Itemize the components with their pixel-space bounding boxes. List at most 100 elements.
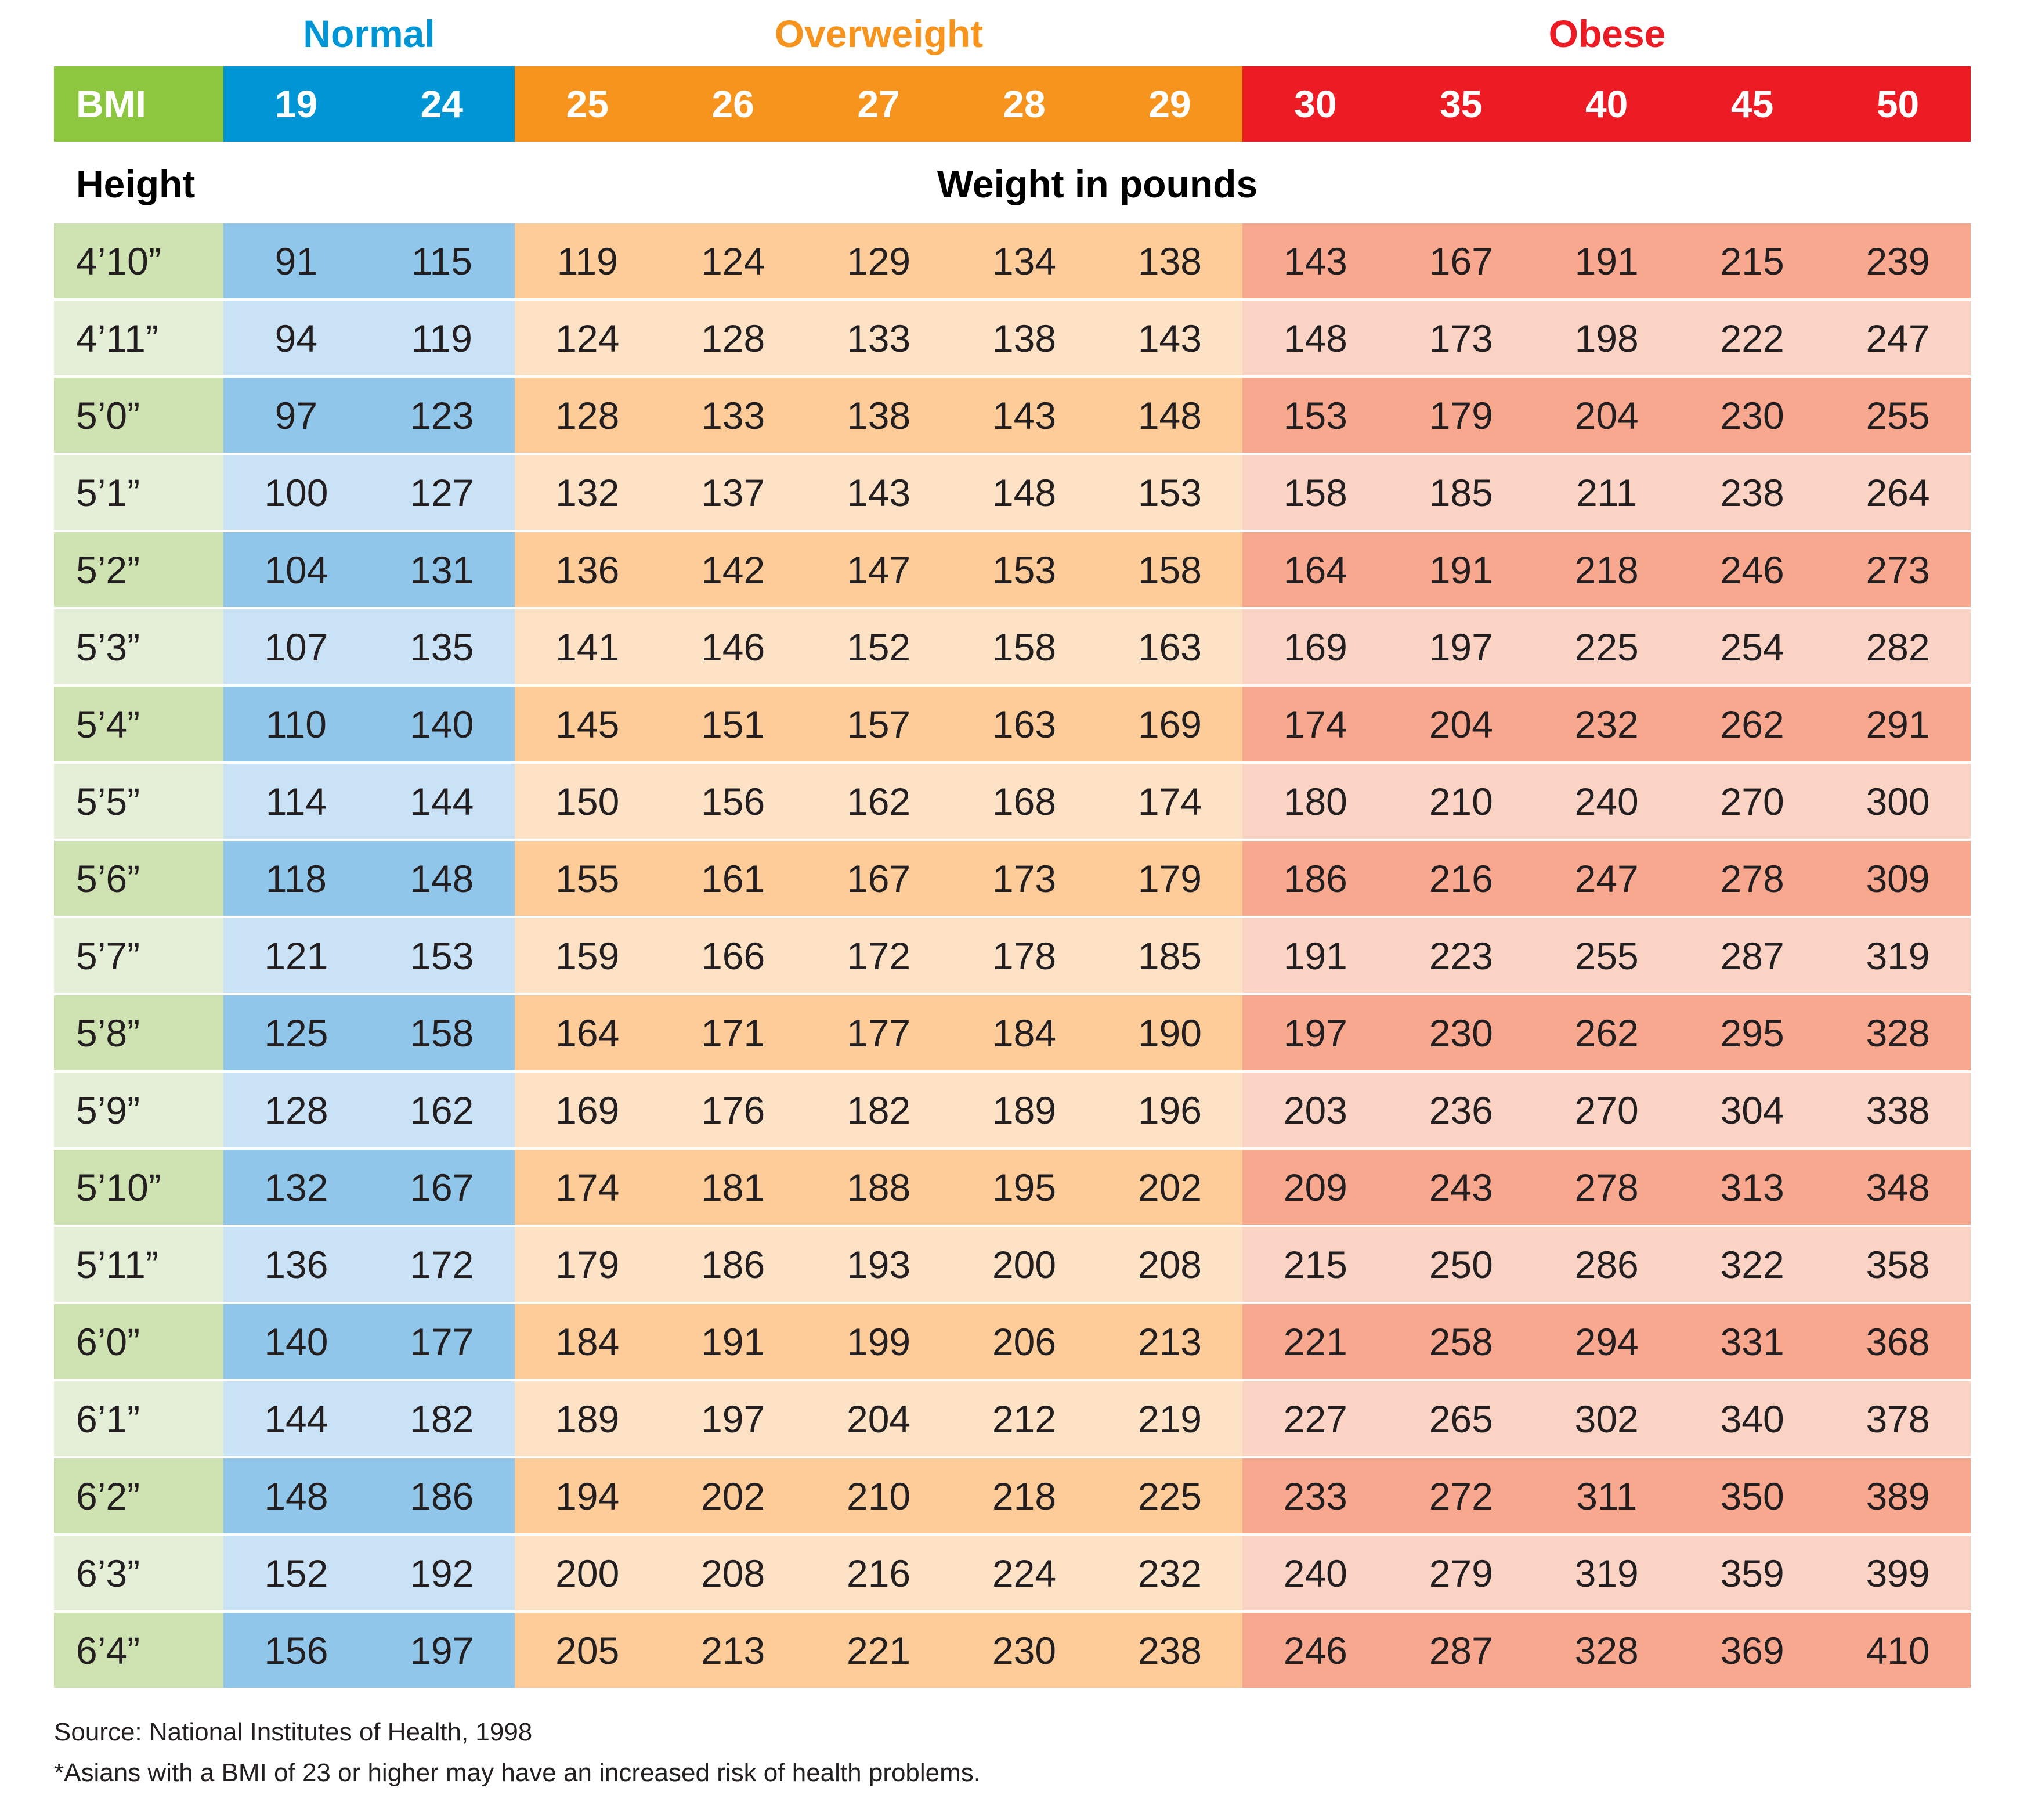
weight-cell: 131: [368, 532, 515, 607]
weight-cell: 132: [514, 455, 660, 530]
weight-cell: 255: [1825, 378, 1971, 453]
weight-cell: 215: [1679, 223, 1826, 298]
weight-cell: 110: [223, 687, 369, 761]
weight-cell: 197: [660, 1381, 806, 1456]
category-label-normal: Normal: [303, 12, 435, 55]
weight-cell: 137: [660, 455, 806, 530]
weight-cell: 264: [1825, 455, 1971, 530]
table-row: 5’6” 118 148 155 161 167 173 179 186 216 247 278 309: [54, 841, 1971, 916]
weight-cell: 132: [223, 1150, 369, 1225]
weight-cell: 204: [805, 1381, 952, 1456]
weight-cell: 319: [1534, 1536, 1680, 1610]
weight-cell: 238: [1679, 455, 1826, 530]
weight-cell: 118: [223, 841, 369, 916]
weight-cell: 319: [1825, 918, 1971, 993]
weight-cell: 138: [1097, 223, 1243, 298]
weight-cell: 287: [1679, 918, 1826, 993]
weight-cell: 129: [805, 223, 952, 298]
weight-cell: 141: [514, 609, 660, 684]
table-row: 5’4” 110 140 145 151 157 163 169 174 204 232 262 291: [54, 687, 1971, 761]
bmi-value-header: 29: [1097, 66, 1243, 142]
weight-cell: 368: [1825, 1304, 1971, 1379]
category-label-overweight: Overweight: [774, 12, 984, 55]
weight-cell: 198: [1534, 301, 1680, 375]
weight-cell: 156: [660, 764, 806, 839]
height-label: Height: [76, 162, 196, 205]
weight-cell: 153: [1097, 455, 1243, 530]
height-cell: 5’6”: [54, 841, 223, 916]
weight-cell: 246: [1242, 1613, 1389, 1688]
weight-cell: 152: [223, 1536, 369, 1610]
weight-cell: 250: [1388, 1227, 1534, 1302]
weight-cell: 164: [514, 995, 660, 1070]
height-cell: 5’0”: [54, 378, 223, 453]
weight-cell: 169: [1242, 609, 1389, 684]
weight-cell: 144: [368, 764, 515, 839]
weight-cell: 148: [223, 1458, 369, 1533]
bmi-value-header: 40: [1534, 66, 1680, 142]
weight-cell: 273: [1825, 532, 1971, 607]
weight-cell: 270: [1679, 764, 1826, 839]
height-cell: 6’2”: [54, 1458, 223, 1533]
weight-cell: 359: [1679, 1536, 1826, 1610]
weight-cell: 140: [368, 687, 515, 761]
weight-cell: 180: [1242, 764, 1389, 839]
weight-cell: 189: [951, 1072, 1097, 1147]
weight-cell: 197: [1388, 609, 1534, 684]
weight-cell: 221: [1242, 1304, 1389, 1379]
weight-cell: 100: [223, 455, 369, 530]
weight-cell: 265: [1388, 1381, 1534, 1456]
weight-cell: 133: [805, 301, 952, 375]
weight-cell: 213: [660, 1613, 806, 1688]
weight-cell: 135: [368, 609, 515, 684]
weight-cell: 389: [1825, 1458, 1971, 1533]
bmi-value-header: 45: [1679, 66, 1826, 142]
weight-cell: 169: [1097, 687, 1243, 761]
weight-cell: 270: [1534, 1072, 1680, 1147]
weight-cell: 311: [1534, 1458, 1680, 1533]
weight-cell: 188: [805, 1150, 952, 1225]
weight-cell: 163: [1097, 609, 1243, 684]
height-cell: 6’0”: [54, 1304, 223, 1379]
table-row: 5’11” 136 172 179 186 193 200 208 215 250 286 322 35…: [54, 1227, 1971, 1302]
weight-cell: 202: [660, 1458, 806, 1533]
weight-cell: 328: [1825, 995, 1971, 1070]
weight-cell: 322: [1679, 1227, 1826, 1302]
weight-cell: 167: [1388, 223, 1534, 298]
category-label-obese: Obese: [1548, 12, 1666, 55]
table-row: 5’2” 104 131 136 142 147 153 158 164 191 218 246 273: [54, 532, 1971, 607]
weight-cell: 255: [1534, 918, 1680, 993]
weight-cell: 358: [1825, 1227, 1971, 1302]
weight-cell: 206: [951, 1304, 1097, 1379]
weight-cell: 153: [368, 918, 515, 993]
bmi-header-row: BMI 19 24 25 26 27 28 29 30 35 40 45 50: [54, 66, 1971, 142]
weight-cell: 107: [223, 609, 369, 684]
weight-cell: 243: [1388, 1150, 1534, 1225]
weight-cell: 158: [951, 609, 1097, 684]
weight-cell: 210: [1388, 764, 1534, 839]
weight-cell: 230: [1679, 378, 1826, 453]
weight-cell: 114: [223, 764, 369, 839]
weight-cell: 125: [223, 995, 369, 1070]
weight-cell: 193: [805, 1227, 952, 1302]
table-row: 5’9” 128 162 169 176 182 189 196 203 236 270 304 338: [54, 1072, 1971, 1147]
weight-cell: 186: [368, 1458, 515, 1533]
weight-cell: 282: [1825, 609, 1971, 684]
weight-cell: 184: [951, 995, 1097, 1070]
weight-cell: 212: [951, 1381, 1097, 1456]
weight-cell: 134: [951, 223, 1097, 298]
weight-cell: 186: [1242, 841, 1389, 916]
weight-cell: 164: [1242, 532, 1389, 607]
height-cell: 4’11”: [54, 301, 223, 375]
bmi-value-header: 26: [660, 66, 806, 142]
bmi-value-header: 25: [514, 66, 660, 142]
table-row: 6’1” 144 182 189 197 204 212 219 227 265 302 340 378: [54, 1381, 1971, 1456]
weight-cell: 91: [223, 223, 369, 298]
weight-cell: 262: [1679, 687, 1826, 761]
weight-cell: 203: [1242, 1072, 1389, 1147]
weight-cell: 328: [1534, 1613, 1680, 1688]
weight-cell: 410: [1825, 1613, 1971, 1688]
weight-cell: 202: [1097, 1150, 1243, 1225]
weight-cell: 128: [514, 378, 660, 453]
weight-cell: 246: [1679, 532, 1826, 607]
